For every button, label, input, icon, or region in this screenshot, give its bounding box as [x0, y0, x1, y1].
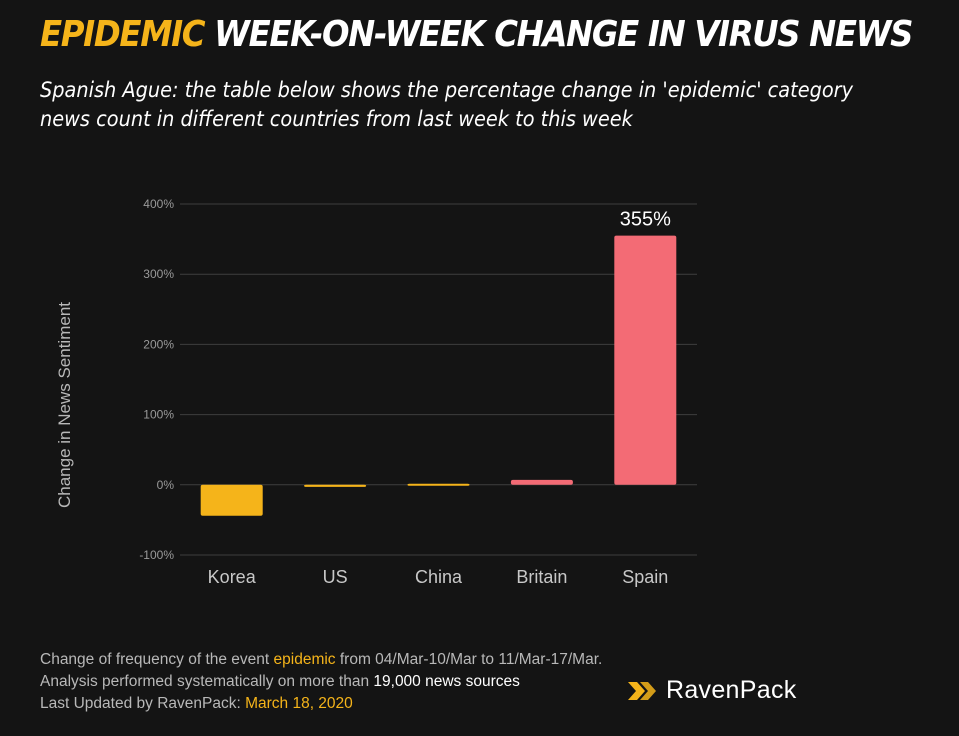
title-accent: EPIDEMIC — [40, 14, 206, 55]
ravenpack-logo: RavenPack — [628, 676, 797, 705]
bars — [200, 235, 677, 516]
y-axis-title: Change in News Sentiment — [55, 302, 74, 508]
bar-britain — [510, 479, 573, 485]
y-tick-label: 0% — [157, 478, 175, 492]
bar-chart: -100% 0% 100% 200% 300% 400% Korea US China Brit… — [55, 197, 697, 587]
x-tick-label: Spain — [622, 567, 668, 587]
footer-line-2-text: Analysis performed systematically on mor… — [40, 673, 374, 690]
data-labels: 355% — [620, 209, 671, 231]
y-axis-tick-labels: -100% 0% 100% 200% 300% 400% — [139, 197, 174, 562]
logo-text: RavenPack — [666, 676, 797, 704]
footer-line-3: Last Updated by RavenPack: March 18, 202… — [40, 693, 602, 715]
sources-count-highlight: 19,000 news sources — [373, 673, 520, 690]
y-tick-label: -100% — [139, 548, 174, 562]
footer-line-1: Change of frequency of the event epidemi… — [40, 649, 602, 671]
y-tick-label: 400% — [143, 197, 174, 211]
footer-notes: Change of frequency of the event epidemi… — [40, 649, 602, 715]
title-main: WEEK-ON-WEEK CHANGE IN VIRUS NEWS — [214, 14, 913, 55]
footer-line-1-tail: from 04/Mar-10/Mar to 11/Mar-17/Mar. — [335, 651, 603, 668]
y-tick-label: 200% — [143, 337, 174, 351]
footer-line-1-text: Change of frequency of the event — [40, 651, 274, 668]
page-title: EPIDEMIC WEEK-ON-WEEK CHANGE IN VIRUS NE… — [40, 14, 913, 55]
y-tick-label: 300% — [143, 267, 174, 281]
bar-korea — [200, 484, 263, 516]
ravenpack-chevron-icon — [628, 681, 656, 700]
footer-line-2: Analysis performed systematically on mor… — [40, 671, 602, 693]
x-tick-label: Korea — [208, 567, 257, 587]
last-updated-date: March 18, 2020 — [245, 695, 353, 712]
x-axis-tick-labels: Korea US China Britain Spain — [208, 567, 669, 587]
y-tick-label: 100% — [143, 408, 174, 422]
x-tick-label: Britain — [516, 567, 567, 587]
bar-spain — [614, 235, 677, 485]
footer-line-3-text: Last Updated by RavenPack: — [40, 695, 246, 712]
bar-china — [407, 483, 470, 486]
subtitle: Spanish Ague: the table below shows the … — [40, 78, 854, 131]
data-label-spain: 355% — [620, 209, 671, 231]
event-name-highlight: epidemic — [273, 651, 336, 668]
x-tick-label: US — [323, 567, 348, 587]
x-tick-label: China — [415, 567, 463, 587]
bar-us — [304, 484, 367, 487]
